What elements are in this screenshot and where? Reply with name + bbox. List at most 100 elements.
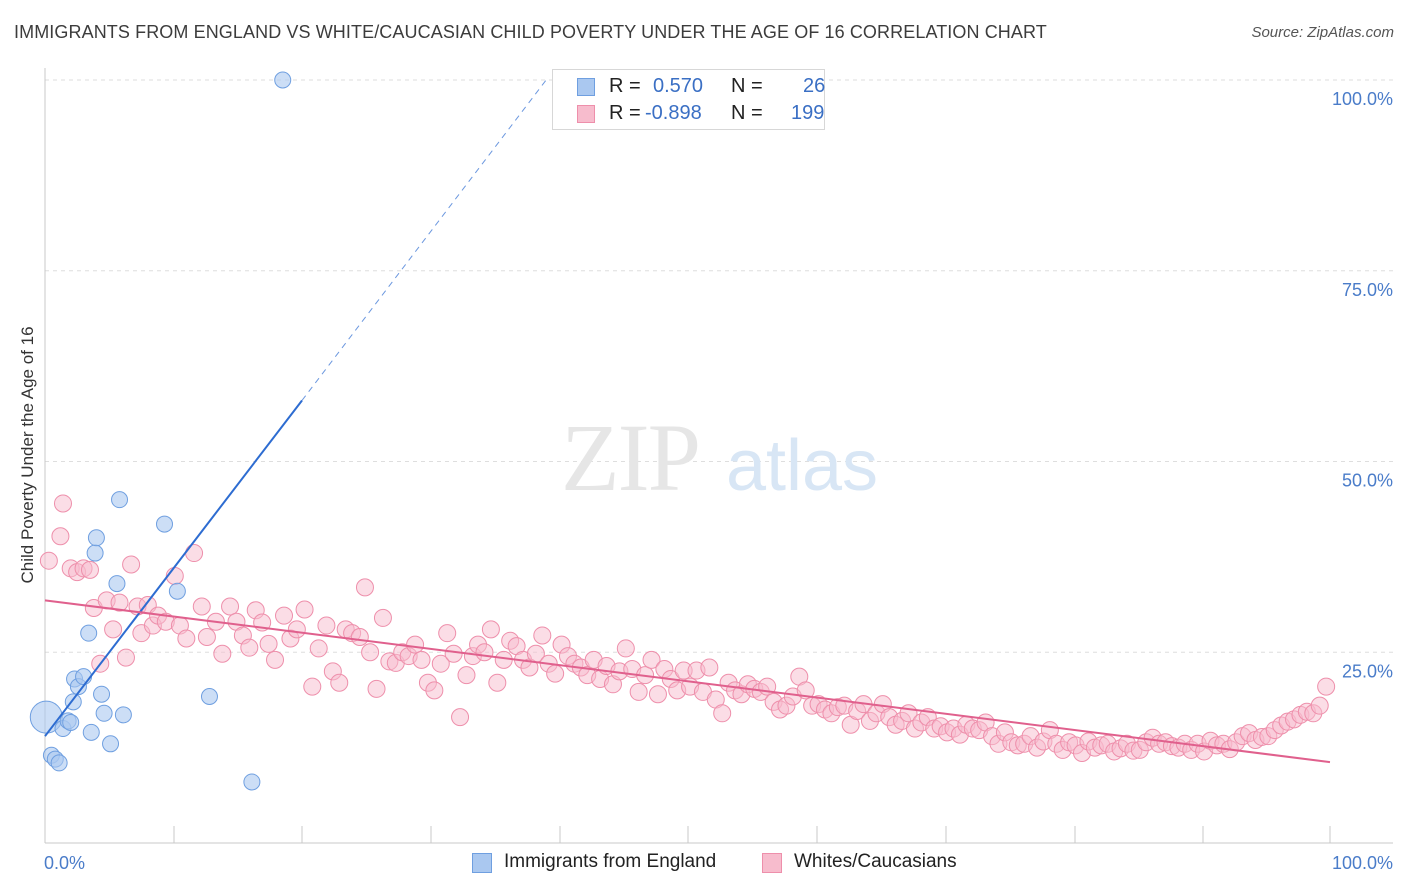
point-whites-caucasians	[303, 677, 322, 696]
point-whites-caucasians	[259, 634, 278, 653]
trend-lines	[44, 79, 1331, 764]
watermark-zip: ZIP	[561, 404, 699, 511]
point-whites-caucasians	[355, 578, 374, 597]
source-label: Source: ZipAtlas.com	[1251, 24, 1394, 41]
point-whites-caucasians	[642, 650, 661, 669]
trend-line-england-extension	[301, 79, 547, 401]
point-whites-caucasians	[438, 624, 457, 643]
legend-n-value: 199	[791, 102, 825, 124]
legend-swatch-blue	[577, 78, 595, 96]
tick-labels: 25.0% 50.0% 75.0% 100.0% 0.0% 100.0%	[44, 89, 1393, 873]
point-whites-caucasians	[457, 666, 476, 685]
point-immigrants-england	[168, 582, 186, 600]
point-whites-caucasians	[361, 643, 380, 662]
watermark-atlas: atlas	[726, 426, 878, 506]
point-whites-caucasians	[488, 673, 507, 692]
point-immigrants-england	[82, 723, 100, 741]
point-whites-caucasians	[444, 644, 463, 663]
bottom-legend-label: Whites/Caucasians	[794, 851, 957, 872]
point-whites-caucasians	[481, 620, 500, 639]
point-whites-caucasians	[533, 626, 552, 645]
point-whites-caucasians	[330, 673, 349, 692]
point-whites-caucasians	[240, 638, 259, 657]
point-immigrants-england	[200, 688, 218, 706]
trend-line-england	[44, 399, 303, 737]
point-whites-caucasians	[104, 620, 123, 639]
point-whites-caucasians	[494, 650, 513, 669]
point-whites-caucasians	[406, 635, 425, 654]
point-whites-caucasians	[53, 494, 72, 513]
point-whites-caucasians	[616, 639, 635, 658]
watermark: ZIP atlas	[561, 404, 878, 511]
legend-r-value: 0.570	[653, 75, 704, 97]
legend-r-value: -0.898	[645, 102, 702, 124]
bottom-legend-swatch-blue	[472, 853, 492, 873]
point-immigrants-england	[80, 624, 98, 642]
point-whites-caucasians	[713, 704, 732, 723]
x-tick-label: 0.0%	[44, 853, 85, 873]
series-immigrants-england	[29, 71, 292, 791]
legend-r-label: R =	[609, 102, 641, 124]
point-whites-caucasians	[287, 620, 306, 639]
legend-swatch-pink	[577, 105, 595, 123]
point-immigrants-england	[114, 706, 132, 724]
grid-lines	[45, 79, 1393, 653]
point-whites-caucasians	[317, 616, 336, 635]
point-immigrants-england	[86, 544, 104, 562]
correlation-legend: R = 0.570 N = 26 R = -0.898 N = 199	[552, 69, 825, 130]
axes	[44, 68, 1393, 844]
point-whites-caucasians	[451, 708, 470, 727]
point-whites-caucasians	[700, 658, 719, 677]
trend-line-whites	[44, 599, 1331, 764]
point-whites-caucasians	[1317, 677, 1336, 696]
point-whites-caucasians	[1310, 696, 1329, 715]
y-tick-label: 25.0%	[1342, 661, 1393, 681]
point-whites-caucasians	[275, 606, 294, 625]
point-whites-caucasians	[629, 682, 648, 701]
point-whites-caucasians	[431, 654, 450, 673]
point-whites-caucasians	[475, 643, 494, 662]
legend-n-label: N =	[731, 75, 763, 97]
point-immigrants-england	[108, 575, 126, 593]
bottom-legend-swatch-pink	[762, 853, 782, 873]
point-immigrants-england	[243, 773, 261, 791]
point-whites-caucasians	[221, 597, 240, 616]
legend-n-label: N =	[731, 102, 763, 124]
point-whites-caucasians	[116, 648, 135, 667]
y-axis-label: Child Poverty Under the Age of 16	[18, 326, 37, 583]
point-whites-caucasians	[177, 629, 196, 648]
point-immigrants-england	[62, 713, 80, 731]
point-whites-caucasians	[309, 639, 328, 658]
legend-n-value: 26	[803, 75, 826, 97]
point-immigrants-england	[50, 754, 68, 772]
point-whites-caucasians	[192, 597, 211, 616]
point-whites-caucasians	[197, 627, 216, 646]
point-immigrants-england	[111, 491, 129, 509]
point-whites-caucasians	[185, 544, 204, 563]
x-tick-label: 100.0%	[1332, 853, 1393, 873]
point-whites-caucasians	[425, 681, 444, 700]
point-whites-caucasians	[412, 650, 431, 669]
point-immigrants-england	[93, 685, 111, 703]
point-whites-caucasians	[110, 593, 129, 612]
point-whites-caucasians	[266, 650, 285, 669]
point-immigrants-england	[87, 529, 105, 547]
series-whites-caucasians	[39, 494, 1336, 762]
point-whites-caucasians	[39, 551, 58, 570]
point-immigrants-england	[102, 735, 120, 753]
point-whites-caucasians	[213, 644, 232, 663]
point-whites-caucasians	[51, 527, 70, 546]
point-immigrants-england	[75, 668, 93, 686]
point-whites-caucasians	[367, 679, 386, 698]
y-tick-label: 100.0%	[1332, 89, 1393, 109]
point-whites-caucasians	[546, 664, 565, 683]
y-tick-label: 50.0%	[1342, 471, 1393, 491]
point-whites-caucasians	[373, 608, 392, 627]
legend-r-label: R =	[609, 75, 641, 97]
point-immigrants-england	[95, 704, 113, 722]
point-whites-caucasians	[648, 685, 667, 704]
y-tick-label: 75.0%	[1342, 280, 1393, 300]
bottom-legend-label: Immigrants from England	[504, 851, 717, 872]
point-whites-caucasians	[80, 560, 99, 579]
